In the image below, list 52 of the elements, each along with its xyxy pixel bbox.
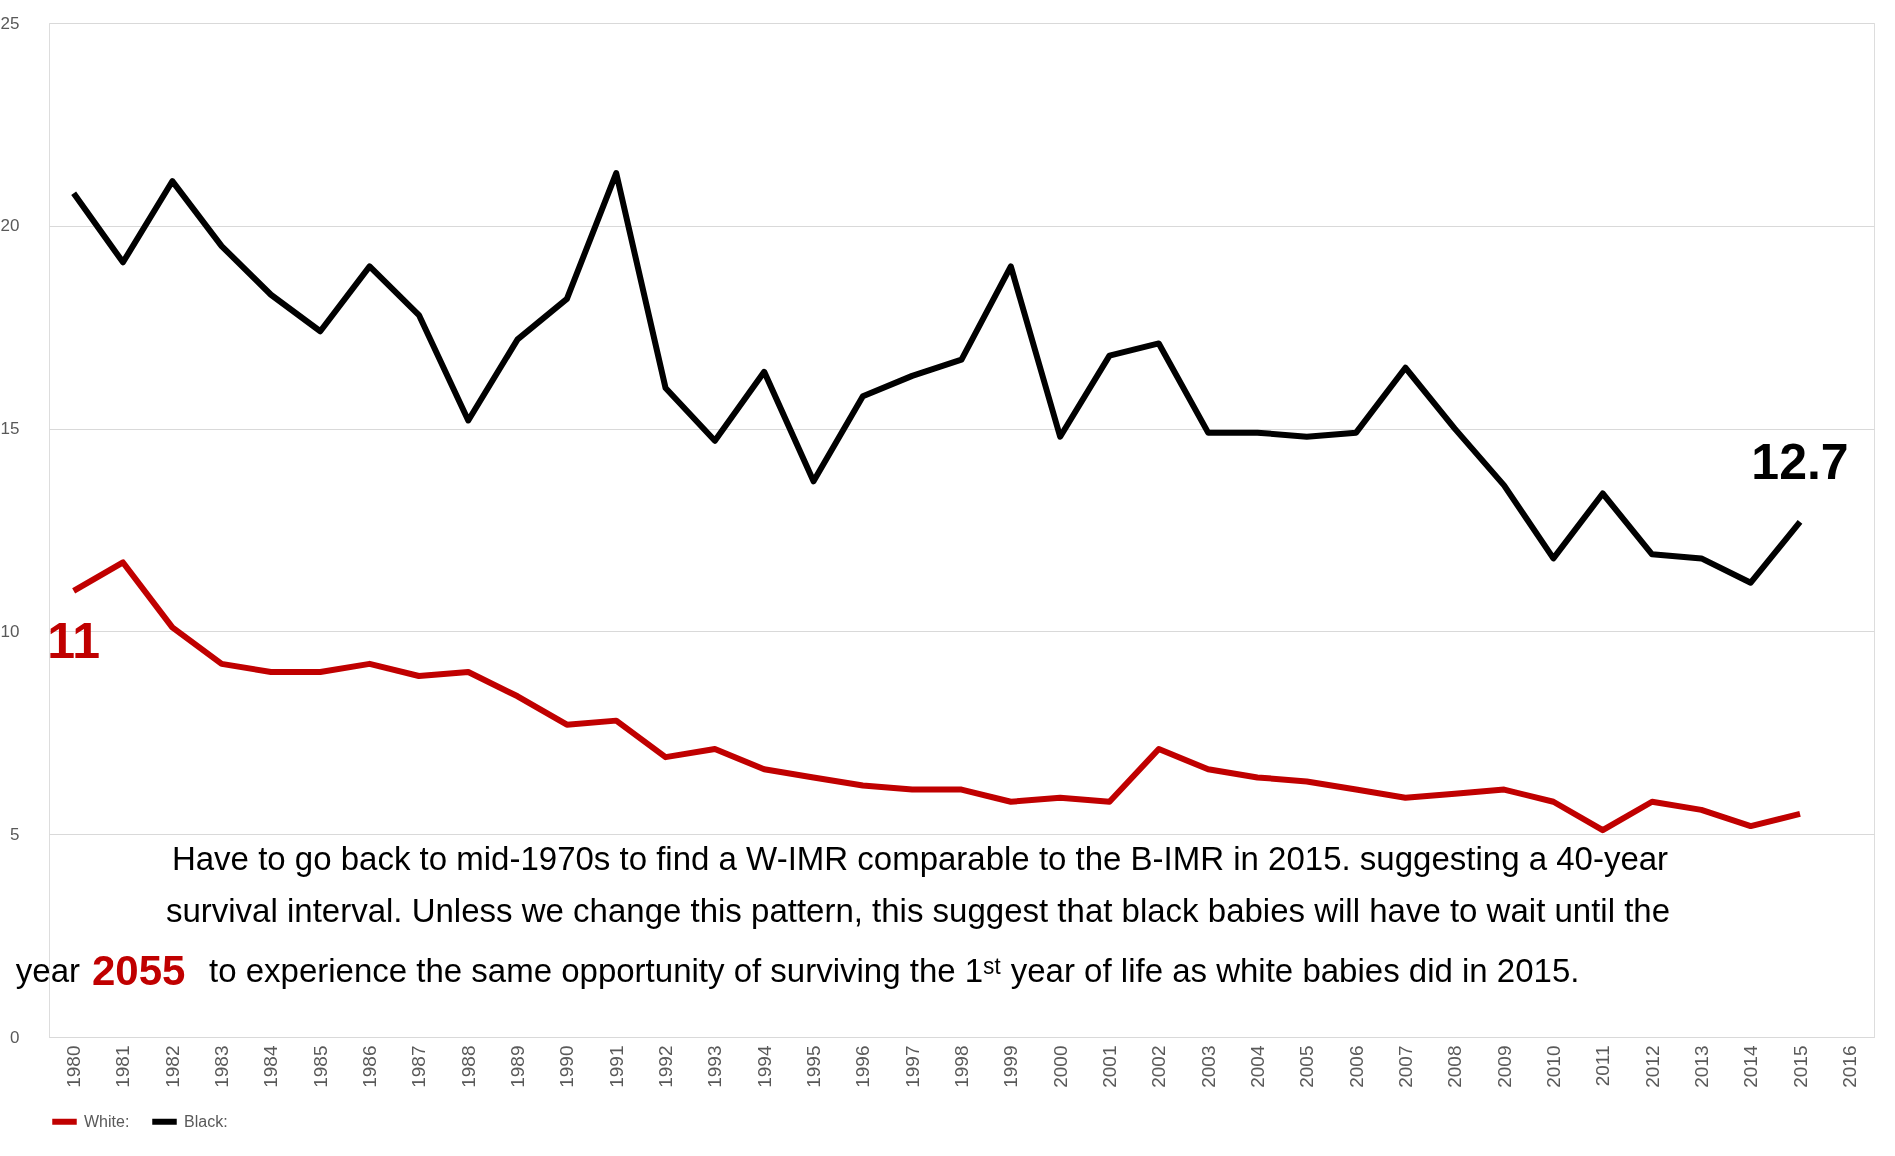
annotation: Have to go back to mid-1970s to find a W-IMR comparable to the B-IMR in 2015. suggesting a 40-year — [171, 840, 1669, 877]
x-tick-label: 1981 — [112, 1045, 134, 1088]
x-tick-label: 1998 — [951, 1045, 972, 1088]
x-tick-label: 2010 — [1542, 1045, 1564, 1088]
x-tick-label: 2003 — [1197, 1045, 1219, 1088]
x-tick-label: 1984 — [260, 1045, 282, 1088]
x-tick-label: 2009 — [1493, 1045, 1515, 1088]
x-tick-label: 1985 — [309, 1045, 331, 1088]
x-tick-label: 2001 — [1098, 1045, 1120, 1088]
x-tick-label: 1986 — [359, 1045, 381, 1088]
annotation: survival interval. Unless we change this pattern, this suggest that black babies will have to wait until the — [165, 892, 1671, 929]
x-tick-label: 1995 — [803, 1045, 825, 1088]
x-tick-label: 1988 — [457, 1045, 479, 1088]
x-tick-label: 2011 — [1592, 1045, 1614, 1087]
x-tick-label: 1990 — [556, 1045, 578, 1088]
x-tick-label: 2004 — [1246, 1045, 1268, 1088]
y-tick-label: 0 — [10, 1027, 20, 1047]
x-tick-label: 1999 — [1000, 1045, 1022, 1088]
x-tick-label: 1993 — [704, 1045, 726, 1088]
annotation: 11 — [47, 612, 101, 669]
annotation: year — [15, 952, 80, 989]
y-tick-label: 25 — [0, 13, 20, 33]
x-tick-label: 1996 — [852, 1045, 874, 1088]
y-tick-label: 5 — [10, 824, 20, 844]
annotation: 12.7 — [1751, 433, 1849, 490]
legend-label: Black: — [184, 1112, 228, 1130]
x-tick-label: 1989 — [507, 1045, 529, 1088]
annotation: to experience the same opportunity of surviving the 1ˢᵗ year of life as white babies did in 2015. — [209, 952, 1580, 989]
x-tick-label: 1992 — [655, 1045, 677, 1088]
x-tick-label: 2016 — [1838, 1045, 1860, 1088]
x-tick-label: 2014 — [1740, 1045, 1762, 1088]
x-tick-label: 2006 — [1345, 1045, 1367, 1088]
y-tick-label: 10 — [0, 621, 20, 641]
x-tick-label: 2008 — [1444, 1045, 1466, 1088]
x-tick-label: 1994 — [753, 1045, 775, 1088]
x-tick-label: 2007 — [1394, 1045, 1416, 1088]
x-tick-label: 2000 — [1049, 1045, 1071, 1088]
x-tick-label: 2012 — [1641, 1045, 1663, 1088]
x-tick-label: 2002 — [1148, 1045, 1170, 1088]
x-tick-label: 1987 — [408, 1045, 430, 1088]
x-tick-label: 1980 — [63, 1045, 85, 1088]
x-tick-label: 1983 — [211, 1045, 233, 1088]
x-tick-label: 1997 — [901, 1045, 923, 1088]
annotation: 2055 — [92, 947, 186, 994]
x-tick-label: 1982 — [161, 1045, 183, 1088]
y-tick-label: 20 — [0, 216, 20, 236]
legend-label: White: — [84, 1112, 130, 1130]
x-tick-label: 2005 — [1296, 1045, 1318, 1088]
x-tick-label: 2015 — [1789, 1045, 1811, 1088]
x-tick-label: 2013 — [1690, 1045, 1712, 1088]
y-tick-label: 15 — [0, 419, 20, 439]
x-tick-label: 1991 — [605, 1045, 627, 1088]
